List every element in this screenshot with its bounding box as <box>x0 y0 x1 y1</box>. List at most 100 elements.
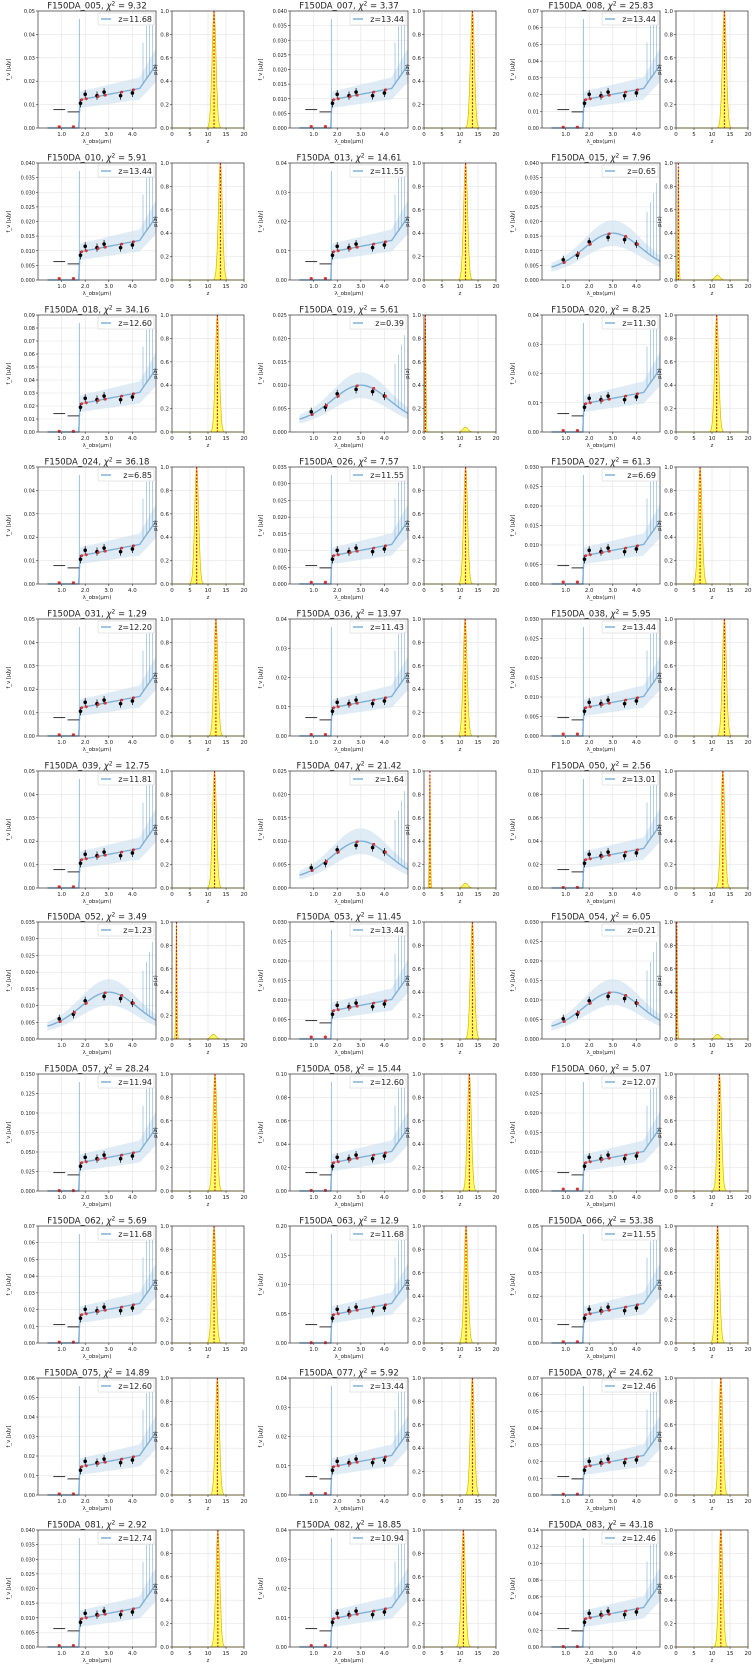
pz-ytick-label: 0.8 <box>664 944 673 950</box>
sed-model-band <box>551 220 660 272</box>
sed-model-point <box>84 1312 88 1316</box>
sed-ytick-label: 0.020 <box>21 971 35 977</box>
sed-ytick-label: 0.01 <box>24 558 35 564</box>
sed-model-point <box>624 698 628 702</box>
pz-xtick-label: 0 <box>170 1195 174 1201</box>
pz-ytick-label: 0.0 <box>664 1493 673 1499</box>
chi2-symbol: χ <box>357 305 364 315</box>
sed-data-point <box>354 697 358 702</box>
sed-title: F150DA_053, χ2 = 11.45 <box>297 911 402 923</box>
sed-ytick-label: 0.015 <box>525 979 539 985</box>
sed-ytick-label: 0.03 <box>276 190 287 196</box>
sed-ytick-label: 0.08 <box>528 792 539 798</box>
sed-model-point <box>575 1644 579 1649</box>
pz-ylabel: p(z) <box>405 368 411 379</box>
panel-F150DA_050: F150DA_050, χ2 = 2.56z=13.010.000.020.04… <box>510 760 752 905</box>
sed-xlabel: λ_obs(μm) <box>587 1202 616 1208</box>
pz-ytick-label: 0.8 <box>412 1096 421 1102</box>
sed-legend <box>349 468 407 481</box>
pz-xtick-label: 5 <box>692 284 696 290</box>
pz-xlabel: z <box>459 899 462 905</box>
sed-ytick-label: 0.00 <box>24 430 35 436</box>
sed-model-point <box>584 857 588 861</box>
sed-model-point <box>336 1312 340 1316</box>
sed-legend-label: z=0.21 <box>627 926 656 935</box>
pz-xtick-label: 0 <box>422 132 426 138</box>
sed-model-point <box>132 1303 135 1307</box>
sed-data-point <box>606 545 610 550</box>
pz-xtick-label: 20 <box>745 740 752 746</box>
sed-ytick-label: 0.030 <box>21 1557 35 1563</box>
sed-title: F150DA_019, χ2 = 5.61 <box>299 304 399 316</box>
sed-data-point <box>622 1612 627 1617</box>
chi2-exponent: 2 <box>363 0 367 7</box>
sed-xtick-label: 3.0 <box>104 740 113 746</box>
sed-model-point <box>584 402 588 405</box>
pz-ytick-label: 0.6 <box>160 815 169 821</box>
chi2-value: = 28.24 <box>113 1065 150 1075</box>
sed-xtick-label: 4.0 <box>128 1499 137 1505</box>
sed-data-point <box>606 1457 610 1461</box>
pz-ytick-label: 1.0 <box>160 465 169 471</box>
sed-model-point <box>132 240 135 244</box>
pz-xtick-label: 0 <box>170 132 174 138</box>
sed-legend <box>97 316 155 330</box>
sed-data-point <box>622 549 627 554</box>
sed-title: F150DA_015, χ2 = 7.96 <box>551 152 651 164</box>
sed-model-point <box>348 1006 352 1010</box>
sed-legend-label: z=13.44 <box>370 1382 404 1391</box>
pz-ytick-label: 1.0 <box>160 1376 169 1382</box>
pz-ytick-label: 0.6 <box>160 1575 169 1581</box>
sed-model-point <box>355 839 359 843</box>
pz-ytick-label: 0.0 <box>664 126 673 132</box>
sed-xlabel: λ_obs(μm) <box>587 1050 616 1056</box>
sed-ylabel: f_ν [μJy] <box>6 666 12 688</box>
sed-xlabel: λ_obs(μm) <box>335 595 364 601</box>
sed-model-point <box>332 705 336 709</box>
pz-xtick-label: 10 <box>457 284 464 290</box>
sed-model-point <box>103 1460 107 1464</box>
pz-ytick-label: 1.0 <box>664 9 673 15</box>
sed-model-point <box>624 90 628 94</box>
pz-ytick-label: 0.0 <box>664 582 673 588</box>
sed-title: F150DA_005, χ2 = 9.32 <box>47 0 147 12</box>
sed-ytick-label: 0.05 <box>24 9 35 15</box>
sed-xlabel: λ_obs(μm) <box>587 899 616 905</box>
sed-ytick-label: 0.04 <box>24 32 35 38</box>
pz-xtick-label: 10 <box>457 1195 464 1201</box>
sed-model-curve <box>299 840 409 876</box>
sed-xlabel: λ_obs(μm) <box>335 1050 364 1056</box>
sed-axes-frame <box>541 1377 661 1496</box>
sed-ytick-label: 0.01 <box>528 1476 539 1482</box>
pz-xtick-label: 5 <box>188 1499 192 1505</box>
pz-ytick-label: 0.4 <box>664 79 673 85</box>
sed-ytick-label: 0.020 <box>273 959 287 965</box>
pz-xtick-label: 10 <box>205 740 212 746</box>
sed-xtick-label: 3.0 <box>608 892 617 898</box>
sed-legend <box>349 1531 407 1545</box>
sed-ytick-label: 0.04 <box>276 1376 287 1382</box>
sed-title-id: F150DA_066, <box>549 1217 608 1227</box>
sed-ytick-label: 0.02 <box>528 93 539 99</box>
sed-model-point <box>561 428 565 432</box>
sed-title-id: F150DA_054, <box>551 913 610 923</box>
sed-ytick-label: 0.010 <box>525 998 539 1004</box>
pz-ytick-label: 1.0 <box>160 161 169 167</box>
sed-ytick-label: 0.020 <box>21 1587 35 1593</box>
sed-ytick-label: 0.050 <box>21 1150 35 1156</box>
sed-xtick-label: 2.0 <box>333 1651 342 1657</box>
pz-xtick-label: 20 <box>241 436 248 442</box>
sed-title: F150DA_036, χ2 = 13.97 <box>297 608 402 620</box>
pz-ytick-label: 0.8 <box>664 1096 673 1102</box>
sed-legend <box>349 1076 407 1089</box>
sed-ytick-label: 0.005 <box>273 111 287 117</box>
sed-ytick-label: 0.035 <box>525 176 539 182</box>
pz-ytick-label: 0.2 <box>160 254 169 260</box>
sed-data-point <box>587 1307 591 1312</box>
panel-F150DA_075: F150DA_075, χ2 = 14.89z=12.600.000.010.0… <box>6 1367 248 1512</box>
pz-xtick-label: 0 <box>170 436 174 442</box>
pz-xtick-label: 0 <box>170 1347 174 1353</box>
sed-data-point <box>102 697 106 702</box>
pz-ytick-label: 0.2 <box>160 103 169 109</box>
sed-data-point <box>118 701 123 706</box>
